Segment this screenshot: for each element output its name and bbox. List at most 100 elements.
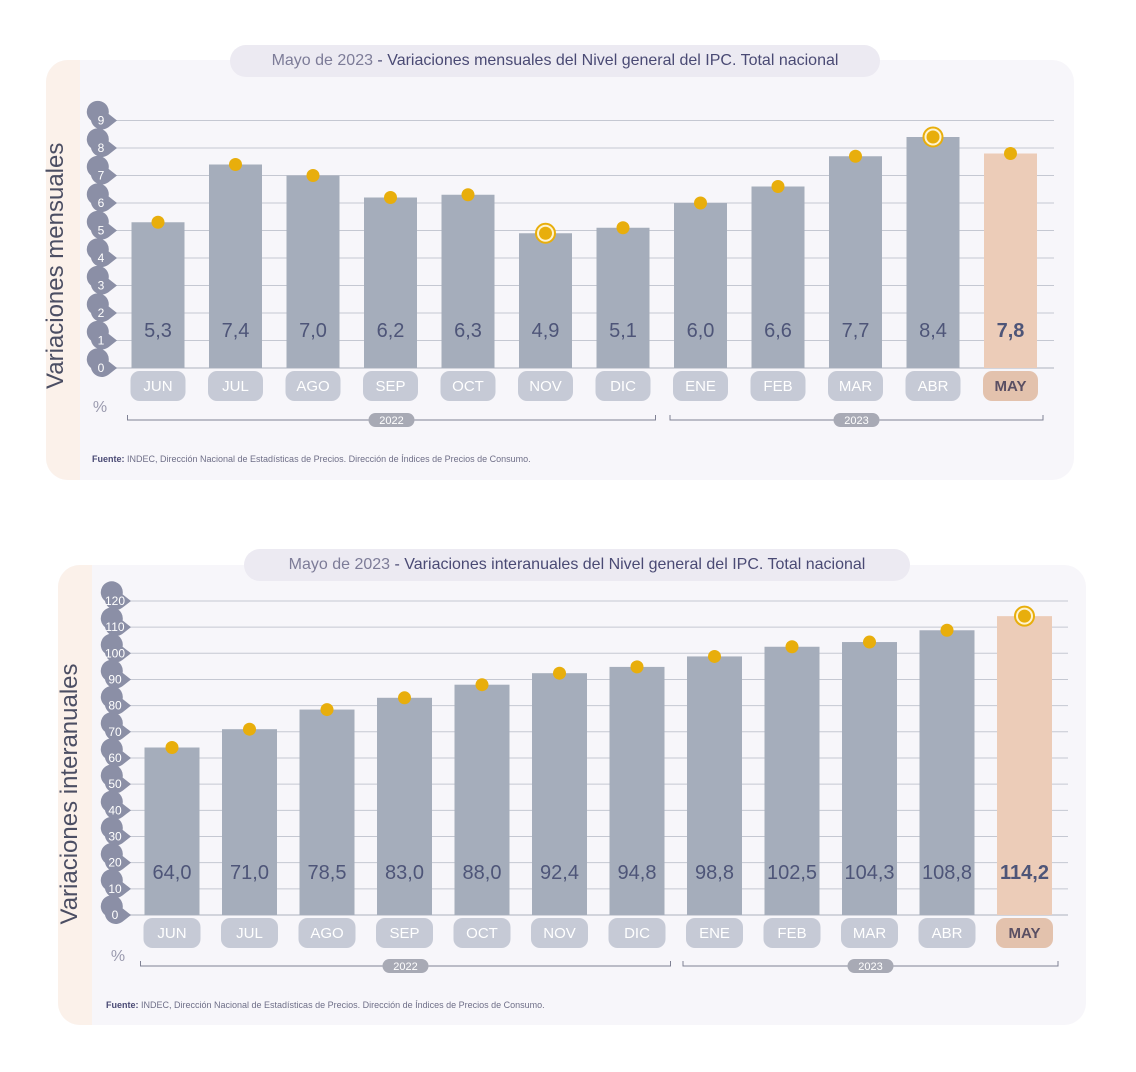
- y-tick: 10: [100, 869, 131, 898]
- bar: [377, 697, 432, 915]
- y-tick-label: 6: [98, 196, 105, 210]
- bar: [829, 156, 882, 368]
- category-badge: [440, 371, 496, 401]
- category-badge: [221, 918, 278, 948]
- value-label: 7,0: [299, 320, 327, 342]
- category-label: MAY: [1009, 925, 1041, 942]
- y-tick: 30: [100, 816, 131, 846]
- source-text: INDEC, Dirección Nacional de Estadística…: [124, 454, 531, 464]
- bar: [222, 729, 277, 915]
- y-tick-label: 20: [108, 856, 122, 870]
- category-badge: [285, 371, 341, 401]
- bar: [454, 684, 510, 915]
- bar: [997, 616, 1052, 915]
- bar: [519, 233, 572, 368]
- y-tick: 20: [100, 843, 131, 872]
- year-badge: [833, 413, 880, 427]
- value-dot: [539, 226, 552, 240]
- category-label: ABR: [918, 378, 949, 395]
- bar: [687, 656, 742, 915]
- bar: [299, 709, 355, 915]
- monthly-chart-title: Mayo de 2023 - Variaciones mensuales del…: [230, 45, 880, 77]
- y-tick-label: 60: [108, 751, 122, 765]
- category-badge: [905, 371, 961, 401]
- value-label: 88,0: [463, 862, 502, 884]
- y-tick-badge: [100, 712, 131, 741]
- yearly-chart-title: Mayo de 2023 - Variaciones interanuales …: [244, 549, 910, 581]
- y-tick-badge: [100, 738, 131, 767]
- value-dot: [785, 640, 799, 654]
- value-dot: [229, 158, 242, 171]
- y-tick-badge: [86, 348, 117, 377]
- y-tick: 40: [100, 790, 131, 820]
- value-label: 78,5: [308, 862, 347, 884]
- y-tick-label: 2: [98, 306, 105, 320]
- bar: [842, 642, 897, 915]
- bar: [364, 197, 417, 368]
- bar: [441, 194, 495, 368]
- bar: [596, 227, 650, 368]
- year-label: 2023: [858, 961, 882, 973]
- title-lead: Mayo de 2023: [271, 52, 373, 69]
- y-tick: 7: [86, 155, 117, 185]
- panel-accent: [46, 60, 80, 480]
- category-label: ENE: [699, 925, 730, 942]
- category-label: MAY: [995, 378, 1027, 395]
- value-dot: [771, 180, 785, 193]
- category-badge: [208, 371, 263, 401]
- year-badge: [368, 413, 415, 427]
- y-tick: 50: [100, 764, 131, 794]
- y-tick: 60: [100, 738, 131, 767]
- value-label: 7,8: [997, 320, 1025, 342]
- yearly-source-note: Fuente: INDEC, Dirección Nacional de Est…: [106, 1000, 545, 1010]
- bar: [906, 137, 960, 368]
- value-dot: [849, 149, 862, 163]
- category-badge: [363, 371, 418, 401]
- y-tick-badge: [100, 581, 131, 610]
- y-tick: 9: [86, 100, 117, 130]
- y-tick: 70: [100, 712, 131, 741]
- y-tick-badge: [86, 128, 117, 157]
- value-label: 98,8: [695, 862, 734, 884]
- category-badge: [143, 918, 201, 948]
- category-badge: [686, 918, 743, 948]
- unit-label: %: [93, 399, 107, 416]
- value-dot: [398, 691, 411, 705]
- category-label: SEP: [375, 378, 405, 395]
- y-tick-badge: [86, 238, 117, 267]
- category-label: ENE: [685, 378, 716, 395]
- value-label: 94,8: [618, 862, 657, 884]
- value-dot: [1004, 147, 1017, 160]
- category-label: SEP: [389, 925, 419, 942]
- y-tick-label: 9: [98, 114, 105, 128]
- y-tick-badge: [100, 843, 131, 872]
- y-tick-label: 120: [105, 594, 125, 608]
- y-tick-badge: [100, 816, 131, 846]
- value-dot: [553, 666, 566, 680]
- y-tick-badge: [100, 633, 131, 663]
- bar: [144, 747, 200, 915]
- y-tick-label: 5: [98, 224, 105, 238]
- bar: [286, 175, 340, 368]
- value-label: 7,7: [842, 320, 870, 342]
- y-tick: 0: [86, 348, 117, 377]
- y-tick-badge: [86, 293, 117, 322]
- value-label: 4,9: [532, 320, 560, 342]
- bar: [532, 673, 587, 915]
- y-tick-badge: [86, 265, 117, 295]
- bar: [609, 666, 665, 915]
- value-label: 104,3: [844, 862, 894, 884]
- category-badge: [750, 371, 806, 401]
- y-tick-badge: [100, 869, 131, 898]
- category-badge: [996, 918, 1053, 948]
- value-dot: [694, 196, 707, 210]
- y-tick-badge: [100, 895, 131, 924]
- year-label: 2022: [393, 961, 417, 973]
- category-label: JUL: [236, 925, 263, 942]
- y-tick-label: 40: [108, 803, 122, 817]
- category-badge: [983, 371, 1038, 401]
- value-dot: [384, 191, 397, 204]
- y-tick-label: 3: [98, 279, 105, 293]
- y-tick-label: 50: [108, 777, 122, 791]
